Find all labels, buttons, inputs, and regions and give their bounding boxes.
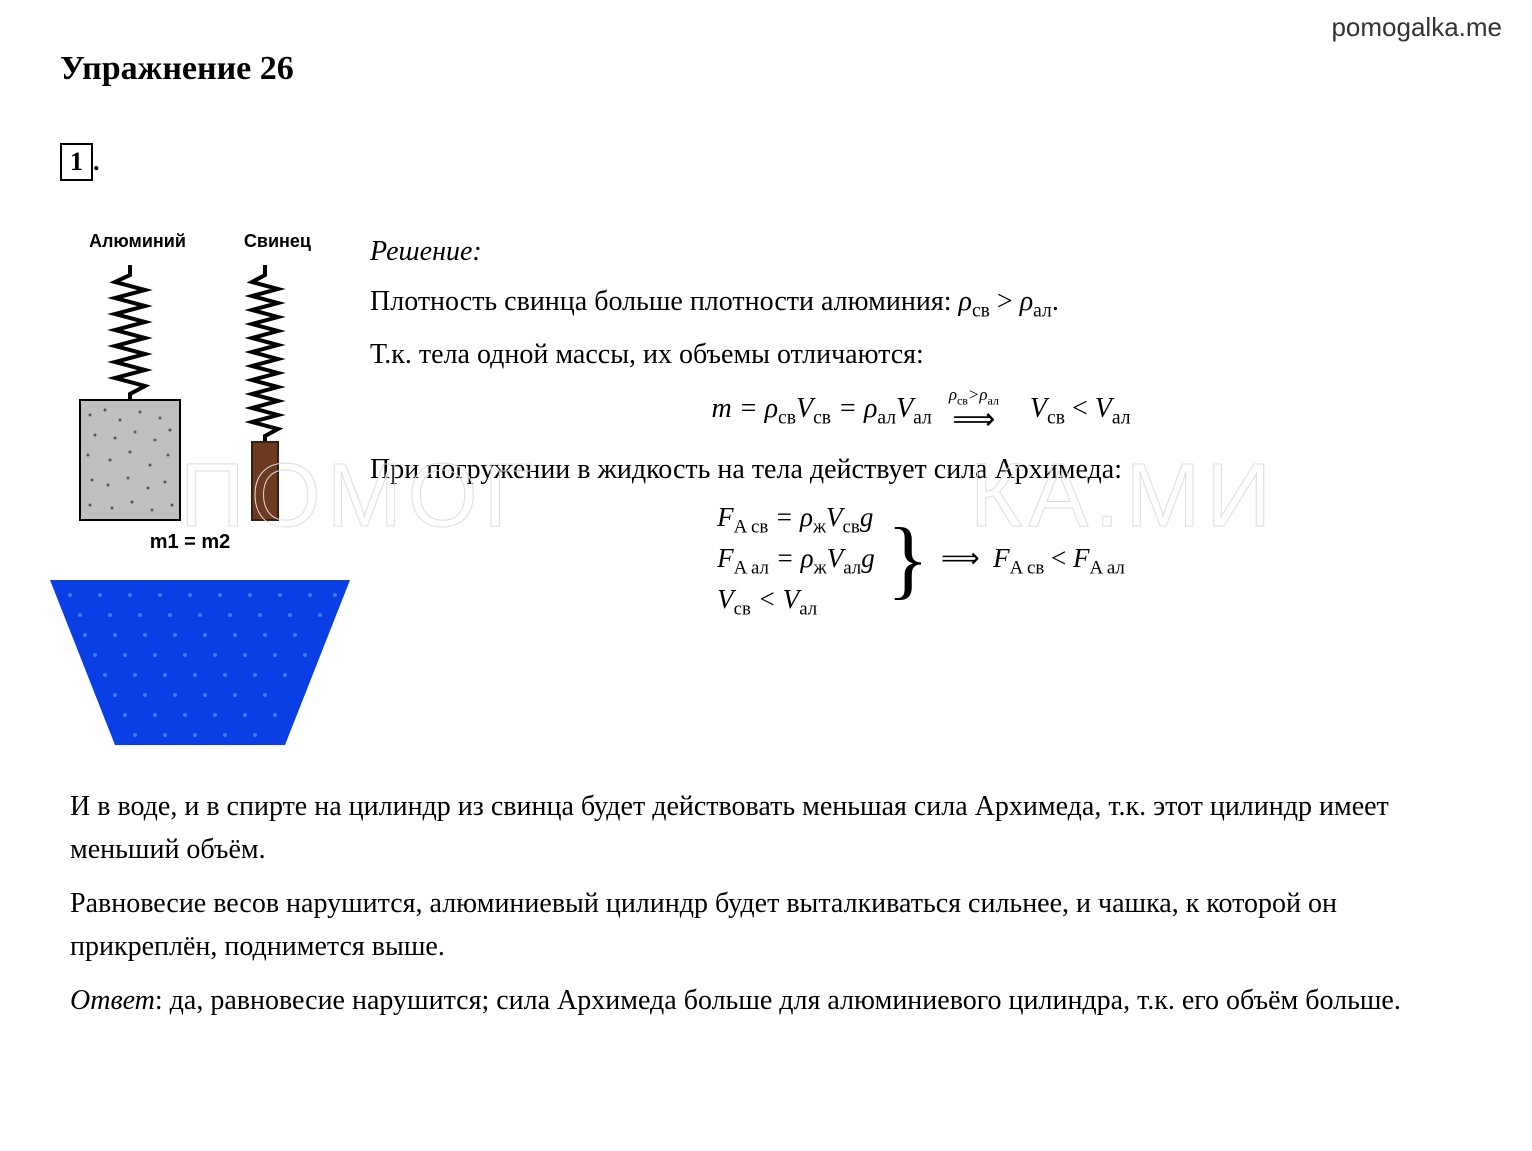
water-trapezoid xyxy=(50,580,350,745)
page-title: Упражнение 26 xyxy=(60,50,1472,88)
cube-aluminum xyxy=(80,400,180,520)
spring-aluminum xyxy=(115,265,145,400)
physics-diagram: Алюминий Свинец xyxy=(60,231,340,755)
label-aluminum: Алюминий xyxy=(89,231,186,252)
spring-lead xyxy=(252,265,278,442)
watermark-top: pomogalka.me xyxy=(1331,12,1502,43)
solution-line2: Т.к. тела одной массы, их объемы отличаю… xyxy=(370,334,1472,376)
diagram-svg: m1 = m2 xyxy=(60,260,340,580)
task-number-row: 1. xyxy=(60,143,1472,231)
water-container xyxy=(50,580,350,750)
conclusion-p2: Равновесие весов нарушится, алюминиевый … xyxy=(70,882,1462,969)
brace-result: ⟹ FA св < FA ал xyxy=(941,538,1125,583)
task-number-box: 1 xyxy=(60,143,93,181)
solution-line3: При погружении в жидкость на тела действ… xyxy=(370,449,1472,491)
page-content: Упражнение 26 1. ПОМОГ КА.МИ Алюминий Св… xyxy=(0,0,1532,1062)
cube-lead xyxy=(252,442,278,520)
label-lead: Свинец xyxy=(244,231,311,252)
right-brace: } xyxy=(887,525,929,595)
archimedes-system: FA св = ρжVсвg FA ал = ρжVалg Vсв < Vал … xyxy=(370,499,1472,622)
conclusion-text: И в воде, и в спирте на цилиндр из свинц… xyxy=(60,785,1472,1022)
conclusion-answer: Ответ: да, равновесие нарушится; сила Ар… xyxy=(70,979,1462,1022)
mass-label: m1 = m2 xyxy=(150,531,231,553)
conclusion-p1: И в воде, и в спирте на цилиндр из свинц… xyxy=(70,785,1462,872)
task-number-dot: . xyxy=(93,147,100,176)
brace-lines: FA св = ρжVсвg FA ал = ρжVалg Vсв < Vал xyxy=(717,499,875,622)
formula-mass-volume: m = ρсвVсв = ρалVал ρсв>ρал ⟹ Vсв < Vал xyxy=(370,386,1472,435)
solution-line1: Плотность свинца больше плотности алюмин… xyxy=(370,281,1472,326)
main-row: ПОМОГ КА.МИ Алюминий Свинец xyxy=(60,231,1472,755)
solution-column: Решение: Плотность свинца больше плотнос… xyxy=(370,231,1472,755)
implication-arrow: ρсв>ρал ⟹ xyxy=(949,386,999,435)
solution-heading: Решение: xyxy=(370,231,1472,273)
